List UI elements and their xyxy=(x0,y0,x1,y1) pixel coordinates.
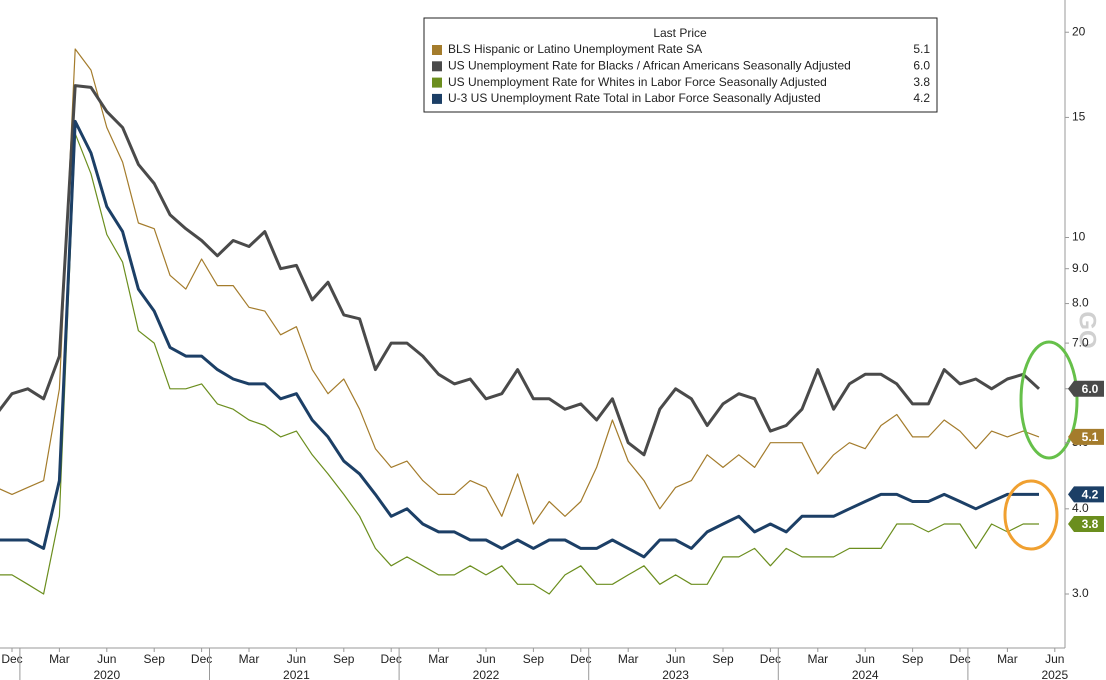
x-tick-label: Dec xyxy=(570,652,591,666)
x-year-label: 2024 xyxy=(852,668,879,680)
legend: Last Price BLS Hispanic or Latino Unempl… xyxy=(423,17,938,113)
x-year-label: 2025 xyxy=(1041,668,1068,680)
legend-box xyxy=(423,17,938,113)
x-tick-label: Dec xyxy=(1,652,22,666)
x-tick-label: Mar xyxy=(428,652,449,666)
watermark: GO xyxy=(1074,311,1101,348)
x-tick-label: Mar xyxy=(618,652,639,666)
last-value-tag xyxy=(1068,486,1104,503)
x-tick-label: Sep xyxy=(144,652,166,666)
legend-label: BLS Hispanic or Latino Unemployment Rate… xyxy=(448,42,702,56)
x-year-label: 2020 xyxy=(93,668,120,680)
x-tick-label: Mar xyxy=(807,652,828,666)
x-tick-label: Sep xyxy=(333,652,355,666)
x-tick-label: Dec xyxy=(381,652,402,666)
x-tick-label: Jun xyxy=(97,652,116,666)
y-tick-label: 3.0 xyxy=(1072,586,1089,600)
last-value-label: 5.1 xyxy=(1082,430,1099,444)
x-tick-label: Jun xyxy=(856,652,875,666)
last-value-tag xyxy=(1068,516,1104,533)
y-tick-label: 9.0 xyxy=(1072,261,1089,275)
series-line xyxy=(0,119,1039,559)
y-tick-label: 20 xyxy=(1072,24,1086,38)
x-tick-label: Jun xyxy=(1045,652,1064,666)
legend-value: 6.0 xyxy=(913,58,930,72)
plot-area xyxy=(0,48,1041,595)
series-line xyxy=(0,84,1041,457)
legend-label: US Unemployment Rate for Blacks / Africa… xyxy=(448,58,851,72)
legend-swatch xyxy=(432,93,442,104)
x-tick-label: Jun xyxy=(476,652,495,666)
x-tick-label: Jun xyxy=(287,652,306,666)
y-tick-label: 15 xyxy=(1072,110,1086,124)
legend-swatch xyxy=(432,77,442,88)
legend-label: US Unemployment Rate for Whites in Labor… xyxy=(448,75,827,89)
x-tick-label: Mar xyxy=(49,652,70,666)
last-value-label: 3.8 xyxy=(1082,517,1099,531)
series-line xyxy=(0,48,1040,525)
x-tick-label: Dec xyxy=(760,652,781,666)
annotation-ellipse xyxy=(1003,479,1059,551)
legend-value: 4.2 xyxy=(913,91,930,105)
series-line xyxy=(0,133,1039,595)
x-tick-label: Sep xyxy=(902,652,924,666)
x-year-label: 2021 xyxy=(283,668,310,680)
legend-value: 3.8 xyxy=(913,75,930,89)
x-tick-label: Jun xyxy=(666,652,685,666)
last-value-label: 6.0 xyxy=(1082,382,1099,396)
annotation-ellipse xyxy=(1019,340,1079,460)
legend-label: U-3 US Unemployment Rate Total in Labor … xyxy=(448,91,821,105)
x-tick-label: Sep xyxy=(523,652,545,666)
last-value-tag xyxy=(1068,380,1104,397)
y-tick-label: 4.0 xyxy=(1072,501,1089,515)
x-tick-label: Mar xyxy=(997,652,1018,666)
x-tick-label: Mar xyxy=(239,652,260,666)
x-year-label: 2023 xyxy=(662,668,689,680)
legend-swatch xyxy=(432,45,442,55)
y-tick-label: 10 xyxy=(1072,230,1086,244)
last-value-tag xyxy=(1068,428,1104,445)
legend-title: Last Price xyxy=(653,26,707,40)
legend-value: 5.1 xyxy=(913,42,930,56)
y-tick-label: 8.0 xyxy=(1072,296,1089,310)
x-year-label: 2022 xyxy=(473,668,500,680)
x-tick-label: Dec xyxy=(191,652,212,666)
y-tick-label: 7.0 xyxy=(1072,335,1089,349)
x-tick-label: Dec xyxy=(949,652,970,666)
last-value-label: 4.2 xyxy=(1082,488,1099,502)
x-tick-label: Sep xyxy=(712,652,734,666)
legend-swatch xyxy=(432,61,442,72)
